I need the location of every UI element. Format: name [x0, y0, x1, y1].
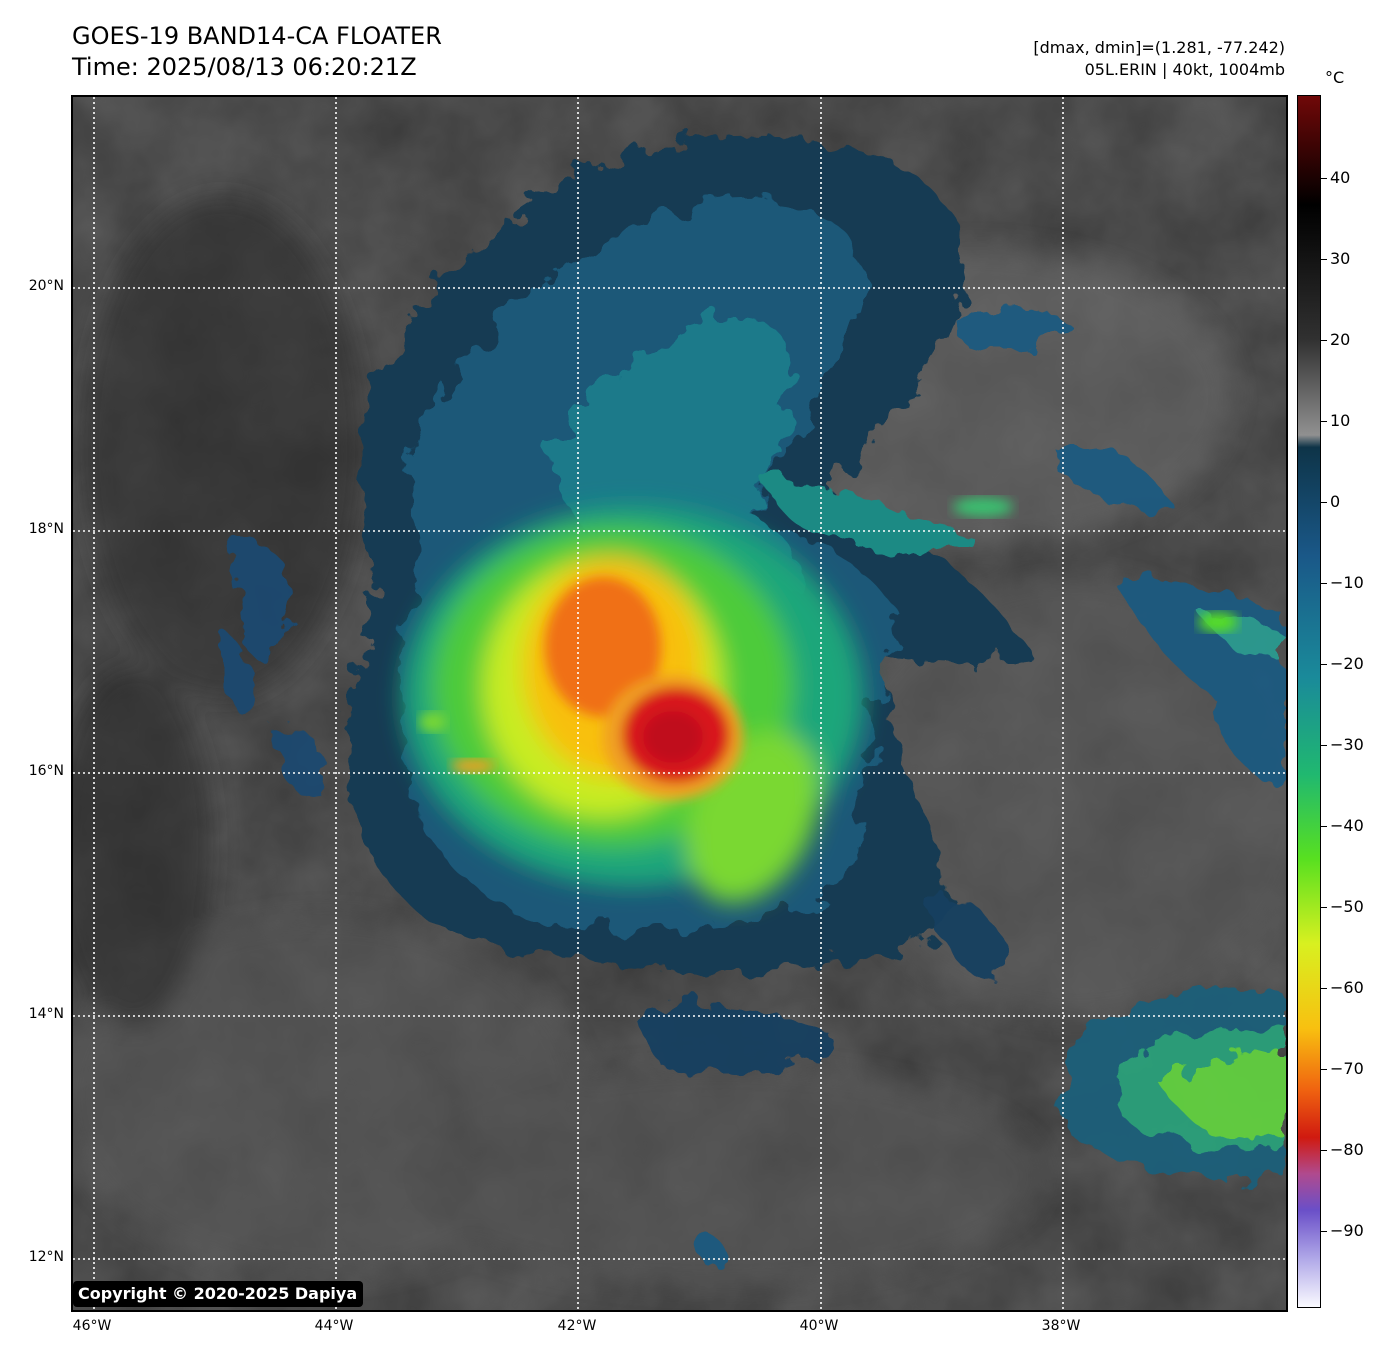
- colorbar-tick-label: −80: [1330, 1140, 1364, 1159]
- colorbar-tick: [1321, 583, 1327, 584]
- colorbar-tick-label: 30: [1330, 249, 1351, 268]
- colorbar-tick-label: −70: [1330, 1059, 1364, 1078]
- lat-label-18n: 18°N: [28, 521, 64, 537]
- title-line-1: GOES-19 BAND14-CA FLOATER: [72, 22, 442, 50]
- satellite-imagery: [73, 97, 1286, 1310]
- colorbar-tick: [1321, 907, 1327, 908]
- lon-label-42w: 42°W: [557, 1318, 597, 1334]
- colorbar-tick-label: −50: [1330, 897, 1364, 916]
- colorbar-tick: [1321, 178, 1327, 179]
- colorbar-tick: [1321, 1231, 1327, 1232]
- lon-label-44w: 44°W: [314, 1318, 354, 1334]
- colorbar-tick-label: −40: [1330, 816, 1364, 835]
- colorbar-tick: [1321, 340, 1327, 341]
- graticule: [73, 97, 1286, 1310]
- lon-label-46w: 46°W: [72, 1318, 112, 1334]
- colorbar-tick: [1321, 502, 1327, 503]
- info-line-1: [dmax, dmin]=(1.281, -77.242): [1033, 38, 1285, 57]
- colorbar-tick: [1321, 745, 1327, 746]
- title-line-2: Time: 2025/08/13 06:20:21Z: [72, 53, 417, 81]
- colorbar-tick-label: −10: [1330, 573, 1364, 592]
- satellite-map: [71, 95, 1288, 1312]
- colorbar-tick: [1321, 988, 1327, 989]
- copyright-badge: Copyright © 2020-2025 Dapiya: [73, 1281, 364, 1307]
- colorbar-tick-label: 20: [1330, 330, 1351, 349]
- colorbar-tick: [1321, 259, 1327, 260]
- colorbar-tick-label: −20: [1330, 654, 1364, 673]
- info-line-2: 05L.ERIN | 40kt, 1004mb: [1084, 60, 1285, 79]
- colorbar-tick-label: 40: [1330, 168, 1351, 187]
- lat-label-16n: 16°N: [28, 763, 64, 779]
- colorbar-tick: [1321, 421, 1327, 422]
- lon-label-40w: 40°W: [799, 1318, 839, 1334]
- colorbar-tick-label: −30: [1330, 735, 1364, 754]
- colorbar-tick: [1321, 1150, 1327, 1151]
- colorbar-tick-label: 10: [1330, 411, 1351, 430]
- lon-label-38w: 38°W: [1041, 1318, 1081, 1334]
- lat-label-14n: 14°N: [28, 1006, 64, 1022]
- lat-label-20n: 20°N: [28, 278, 64, 294]
- colorbar-tick-label: 0: [1330, 492, 1341, 511]
- lat-label-12n: 12°N: [28, 1249, 64, 1265]
- colorbar: [1297, 95, 1321, 1308]
- colorbar-unit: °C: [1325, 68, 1345, 87]
- colorbar-tick: [1321, 826, 1327, 827]
- colorbar-tick-label: −60: [1330, 978, 1364, 997]
- colorbar-tick-label: −90: [1330, 1221, 1364, 1240]
- colorbar-tick: [1321, 1069, 1327, 1070]
- colorbar-tick: [1321, 664, 1327, 665]
